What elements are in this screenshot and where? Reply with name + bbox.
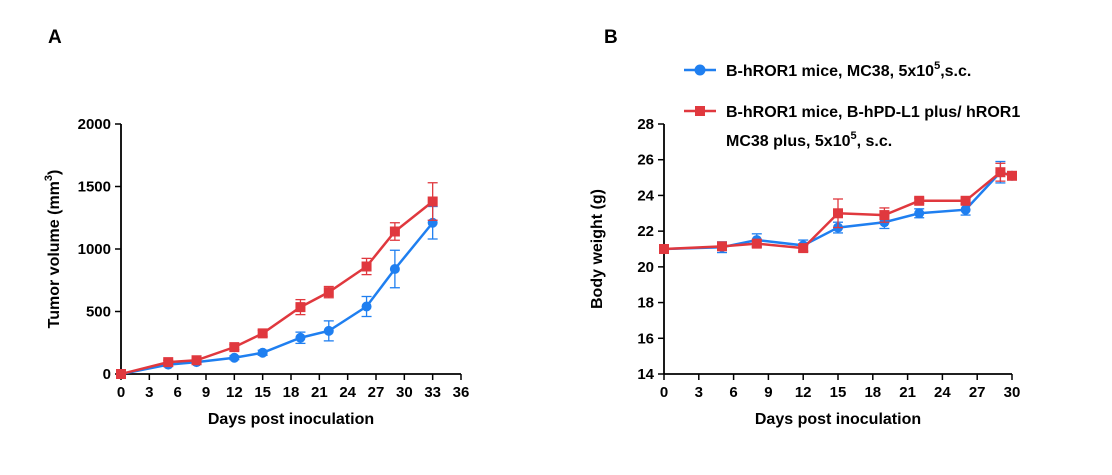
y-tick-label: 16 <box>637 330 654 347</box>
x-tick-label: 27 <box>969 384 986 401</box>
legend-blue-label: B-hROR1 mice, MC38, 5x105,s.c. <box>726 60 971 80</box>
x-tick-label: 3 <box>695 384 703 401</box>
y-tick-label: 2000 <box>78 116 111 133</box>
data-point-red <box>751 238 762 249</box>
data-point-red <box>960 195 971 206</box>
series-blue <box>116 205 438 379</box>
series-red <box>659 162 1017 254</box>
data-point-blue <box>389 264 400 274</box>
x-tick-label: 33 <box>424 384 441 401</box>
series-line-blue <box>120 221 434 376</box>
legend-red-label-line2: MC38 plus, 5x105, s.c. <box>726 130 892 150</box>
y-tick-label: 20 <box>637 259 654 276</box>
data-point-red <box>116 369 126 379</box>
series-line-red <box>120 200 434 376</box>
chart-b: 0 3 6 9 12 15 18 21 24 27 30 14 16 18 20 22 24 26 28 Days p… <box>589 116 1020 428</box>
y-tick-label: 1000 <box>78 241 111 258</box>
x-tick-label: 21 <box>311 384 328 401</box>
y-tick-label: 26 <box>637 152 654 169</box>
x-tick-label: 6 <box>173 384 181 401</box>
y-tick-label: 500 <box>86 304 111 321</box>
data-point-red <box>914 195 925 206</box>
x-tick-label: 27 <box>368 384 385 401</box>
data-point-red <box>995 167 1006 178</box>
y-tick-label: 14 <box>637 366 654 383</box>
data-point-red <box>295 302 306 313</box>
data-point-red <box>659 244 669 254</box>
x-tick-label: 36 <box>453 384 470 401</box>
y-tick-label: 1500 <box>78 179 111 196</box>
x-tick-label: 15 <box>254 384 271 401</box>
data-point-red <box>389 226 400 237</box>
data-point-red <box>879 210 890 221</box>
x-axis-label: Days post inoculation <box>755 411 921 428</box>
data-point-red <box>798 243 809 254</box>
data-point-red <box>229 342 240 353</box>
x-tick-label: 12 <box>226 384 243 401</box>
legend: B-hROR1 mice, MC38, 5x105,s.c. B-hROR1 m… <box>684 60 1020 150</box>
series-red <box>116 182 438 379</box>
chart-a: 0 3 6 9 12 15 18 21 24 27 30 33 360500100015002000Da… <box>43 116 469 428</box>
x-tick-label: 3 <box>145 384 153 401</box>
data-point-blue <box>295 332 306 343</box>
y-tick-label: 28 <box>637 116 654 133</box>
y-axis-label: Tumor volume (mm3) <box>43 170 63 329</box>
legend-red-marker <box>695 106 705 116</box>
x-tick-label: 12 <box>795 384 812 401</box>
x-tick-label: 24 <box>934 384 951 401</box>
data-point-blue <box>960 204 971 215</box>
x-tick-label: 0 <box>660 384 668 401</box>
x-tick-label: 9 <box>202 384 210 401</box>
data-point-red <box>163 357 174 368</box>
legend-item-blue: B-hROR1 mice, MC38, 5x105,s.c. <box>684 60 971 80</box>
x-axis-label: Days post inoculation <box>208 411 374 428</box>
legend-red-label-line1: B-hROR1 mice, B-hPD-L1 plus/ hROR1 <box>726 104 1020 121</box>
data-point-red <box>191 355 202 366</box>
panel-label-a: A <box>48 27 62 48</box>
x-tick-label: 18 <box>864 384 881 401</box>
x-tick-label: 6 <box>729 384 737 401</box>
data-point-red <box>1007 170 1017 181</box>
x-tick-label: 30 <box>396 384 413 401</box>
x-tick-label: 21 <box>899 384 916 401</box>
data-point-blue <box>914 208 925 219</box>
x-tick-label: 30 <box>1004 384 1021 401</box>
data-point-red <box>717 241 727 252</box>
data-point-red <box>833 208 843 219</box>
data-point-red <box>257 328 268 339</box>
panel-label-b: B <box>604 27 618 48</box>
x-tick-label: 15 <box>830 384 847 401</box>
legend-blue-marker <box>694 64 706 76</box>
y-axis-label-sup: 3 <box>43 175 55 181</box>
x-tick-label: 18 <box>283 384 300 401</box>
x-tick-label: 9 <box>764 384 772 401</box>
y-axis-label-end: ) <box>46 170 63 175</box>
y-tick-label: 22 <box>637 223 654 240</box>
data-point-blue <box>361 301 372 312</box>
x-tick-label: 0 <box>117 384 125 401</box>
y-tick-label: 24 <box>637 187 654 204</box>
series-line-blue <box>663 170 1013 251</box>
data-point-red <box>323 287 334 298</box>
data-point-red <box>361 261 372 272</box>
y-axis-label-text: Tumor volume (mm <box>46 181 63 328</box>
legend-item-red: B-hROR1 mice, B-hPD-L1 plus/ hROR1 MC38 … <box>684 104 1020 150</box>
y-tick-label: 18 <box>637 295 654 312</box>
series-line-red <box>663 170 1013 251</box>
y-axis-label: Body weight (g) <box>589 189 606 309</box>
data-point-red <box>427 196 438 207</box>
x-tick-label: 24 <box>339 384 356 401</box>
data-point-blue <box>229 352 240 363</box>
y-tick-label: 0 <box>103 366 111 383</box>
data-point-blue <box>257 347 268 358</box>
data-point-blue <box>323 325 334 336</box>
